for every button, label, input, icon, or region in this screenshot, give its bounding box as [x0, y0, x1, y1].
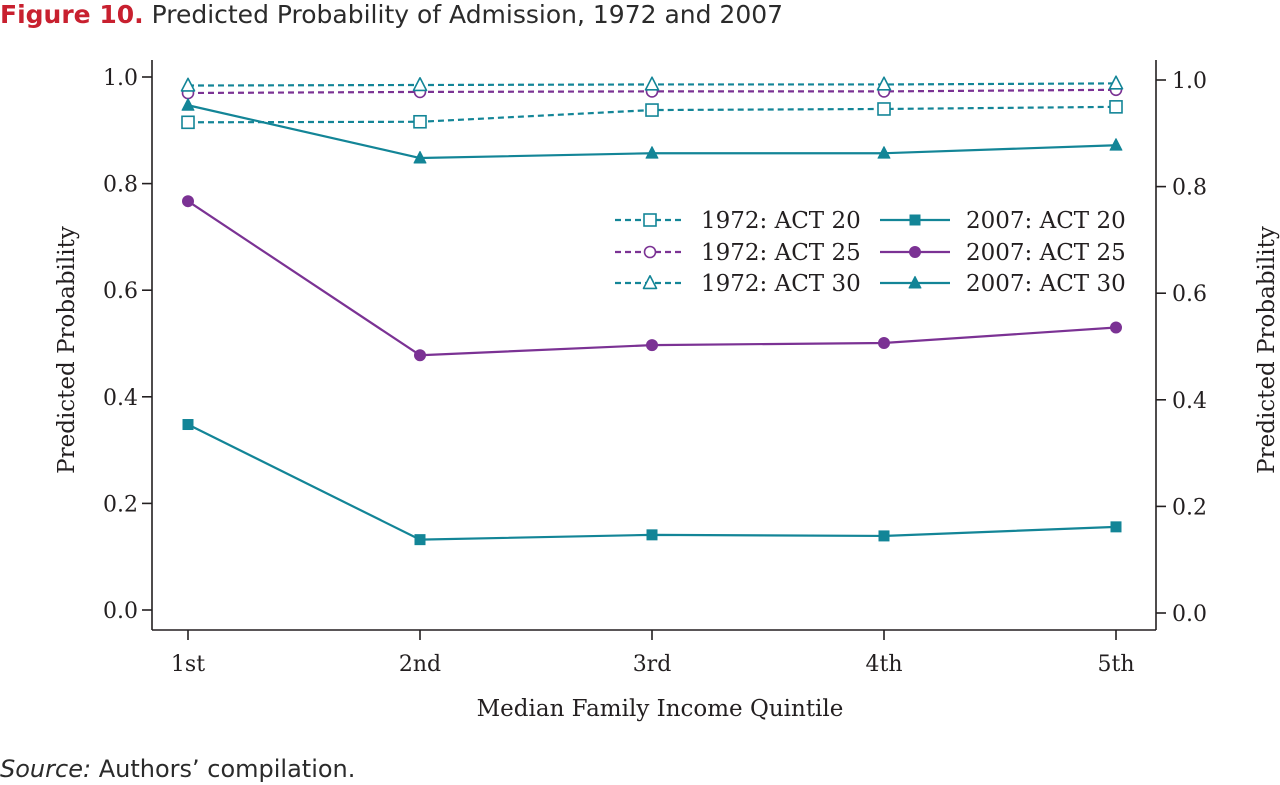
y-tick-label-left: 0.6 [103, 279, 138, 304]
data-point [1108, 75, 1124, 90]
source-note: Source: Authors’ compilation. [0, 754, 355, 784]
data-point [1109, 138, 1123, 151]
x-tick-label: 4th [865, 652, 902, 677]
legend-label: 1972: ACT 25 [701, 240, 861, 266]
x-axis-label: Median Family Income Quintile [477, 696, 844, 722]
series-line [187, 423, 1117, 541]
data-point [644, 76, 660, 91]
y-tick-label-right: 0.2 [1172, 495, 1207, 520]
series-1972-act-30 [180, 75, 1124, 92]
legend-marker [909, 246, 921, 258]
y-axis-label-right: Predicted Probability [1254, 226, 1280, 474]
data-point [1110, 521, 1122, 533]
figure-title-text: Predicted Probability of Admission, 1972… [151, 0, 784, 29]
data-point [1109, 100, 1123, 114]
source-text: Authors’ compilation. [98, 755, 356, 783]
legend-label: 1972: ACT 20 [701, 208, 861, 234]
data-point [413, 114, 427, 129]
y-tick-label-right: 0.0 [1172, 602, 1207, 627]
legend: 1972: ACT 20 1972: ACT 25 1972: ACT 30 2007… [615, 208, 1126, 297]
y-tick-label-left: 0.2 [103, 492, 138, 517]
legend-entry: 1972: ACT 30 [615, 271, 861, 297]
y-tick-label-right: 0.6 [1172, 282, 1207, 307]
y-tick-label-left: 0.4 [103, 386, 138, 411]
data-point [877, 146, 891, 159]
legend-entry: 1972: ACT 25 [615, 240, 861, 266]
y-tick-label-right: 0.8 [1172, 176, 1207, 201]
series-1972-act-20 [181, 100, 1123, 130]
series-2007-act-25 [182, 195, 1122, 362]
y-tick-label-right: 0.4 [1172, 389, 1207, 414]
data-point [646, 339, 658, 352]
data-point [180, 77, 196, 92]
data-point [646, 529, 658, 541]
source-label: Source: [0, 755, 92, 783]
data-point [414, 349, 426, 362]
series-2007-act-30 [181, 98, 1123, 164]
axes: 0.0 0.0 0.2 0.2 0.4 0.4 0.6 0.6 0.8 0.8 1.0 1.0 1st 2… [54, 60, 1280, 722]
legend-entry: 2007: ACT 20 [880, 208, 1126, 234]
figure-label: Figure 10. [0, 0, 144, 29]
series-2007-act-20 [182, 419, 1122, 546]
legend-entry: 2007: ACT 30 [880, 271, 1126, 297]
series-layer [180, 75, 1124, 546]
legend-label: 1972: ACT 30 [701, 271, 861, 297]
data-point [182, 195, 194, 208]
data-point [878, 530, 890, 542]
data-point [413, 150, 427, 164]
legend-marker [643, 213, 657, 227]
data-point [412, 76, 428, 92]
legend-entry: 1972: ACT 20 [615, 208, 861, 234]
data-point [181, 115, 195, 130]
data-point [1110, 321, 1122, 334]
legend-marker [909, 214, 921, 226]
y-axis-label-left: Predicted Probability [54, 226, 80, 474]
legend-entry: 2007: ACT 25 [880, 240, 1126, 266]
data-point [878, 336, 890, 349]
data-point [876, 76, 892, 91]
legend-label: 2007: ACT 20 [966, 208, 1126, 234]
data-point [645, 146, 659, 159]
y-tick-label-left: 0.0 [103, 599, 138, 624]
figure-title: Figure 10. Predicted Probability of Admi… [0, 0, 783, 34]
x-tick-label: 5th [1097, 652, 1134, 677]
x-tick-label: 1st [171, 652, 205, 677]
y-tick-label-left: 1.0 [103, 66, 138, 91]
legend-marker [908, 275, 922, 289]
legend-label: 2007: ACT 25 [966, 240, 1126, 266]
x-tick-label: 2nd [399, 652, 441, 677]
legend-marker [643, 245, 657, 259]
data-point [414, 534, 426, 546]
y-tick-label-left: 0.8 [103, 173, 138, 198]
y-tick-label-right: 1.0 [1172, 69, 1207, 94]
legend-label: 2007: ACT 30 [966, 271, 1126, 297]
data-point [182, 419, 194, 431]
data-point [181, 98, 195, 111]
x-tick-label: 3rd [633, 652, 672, 677]
data-point [877, 102, 891, 116]
data-point [645, 103, 659, 117]
legend-marker [642, 274, 658, 290]
